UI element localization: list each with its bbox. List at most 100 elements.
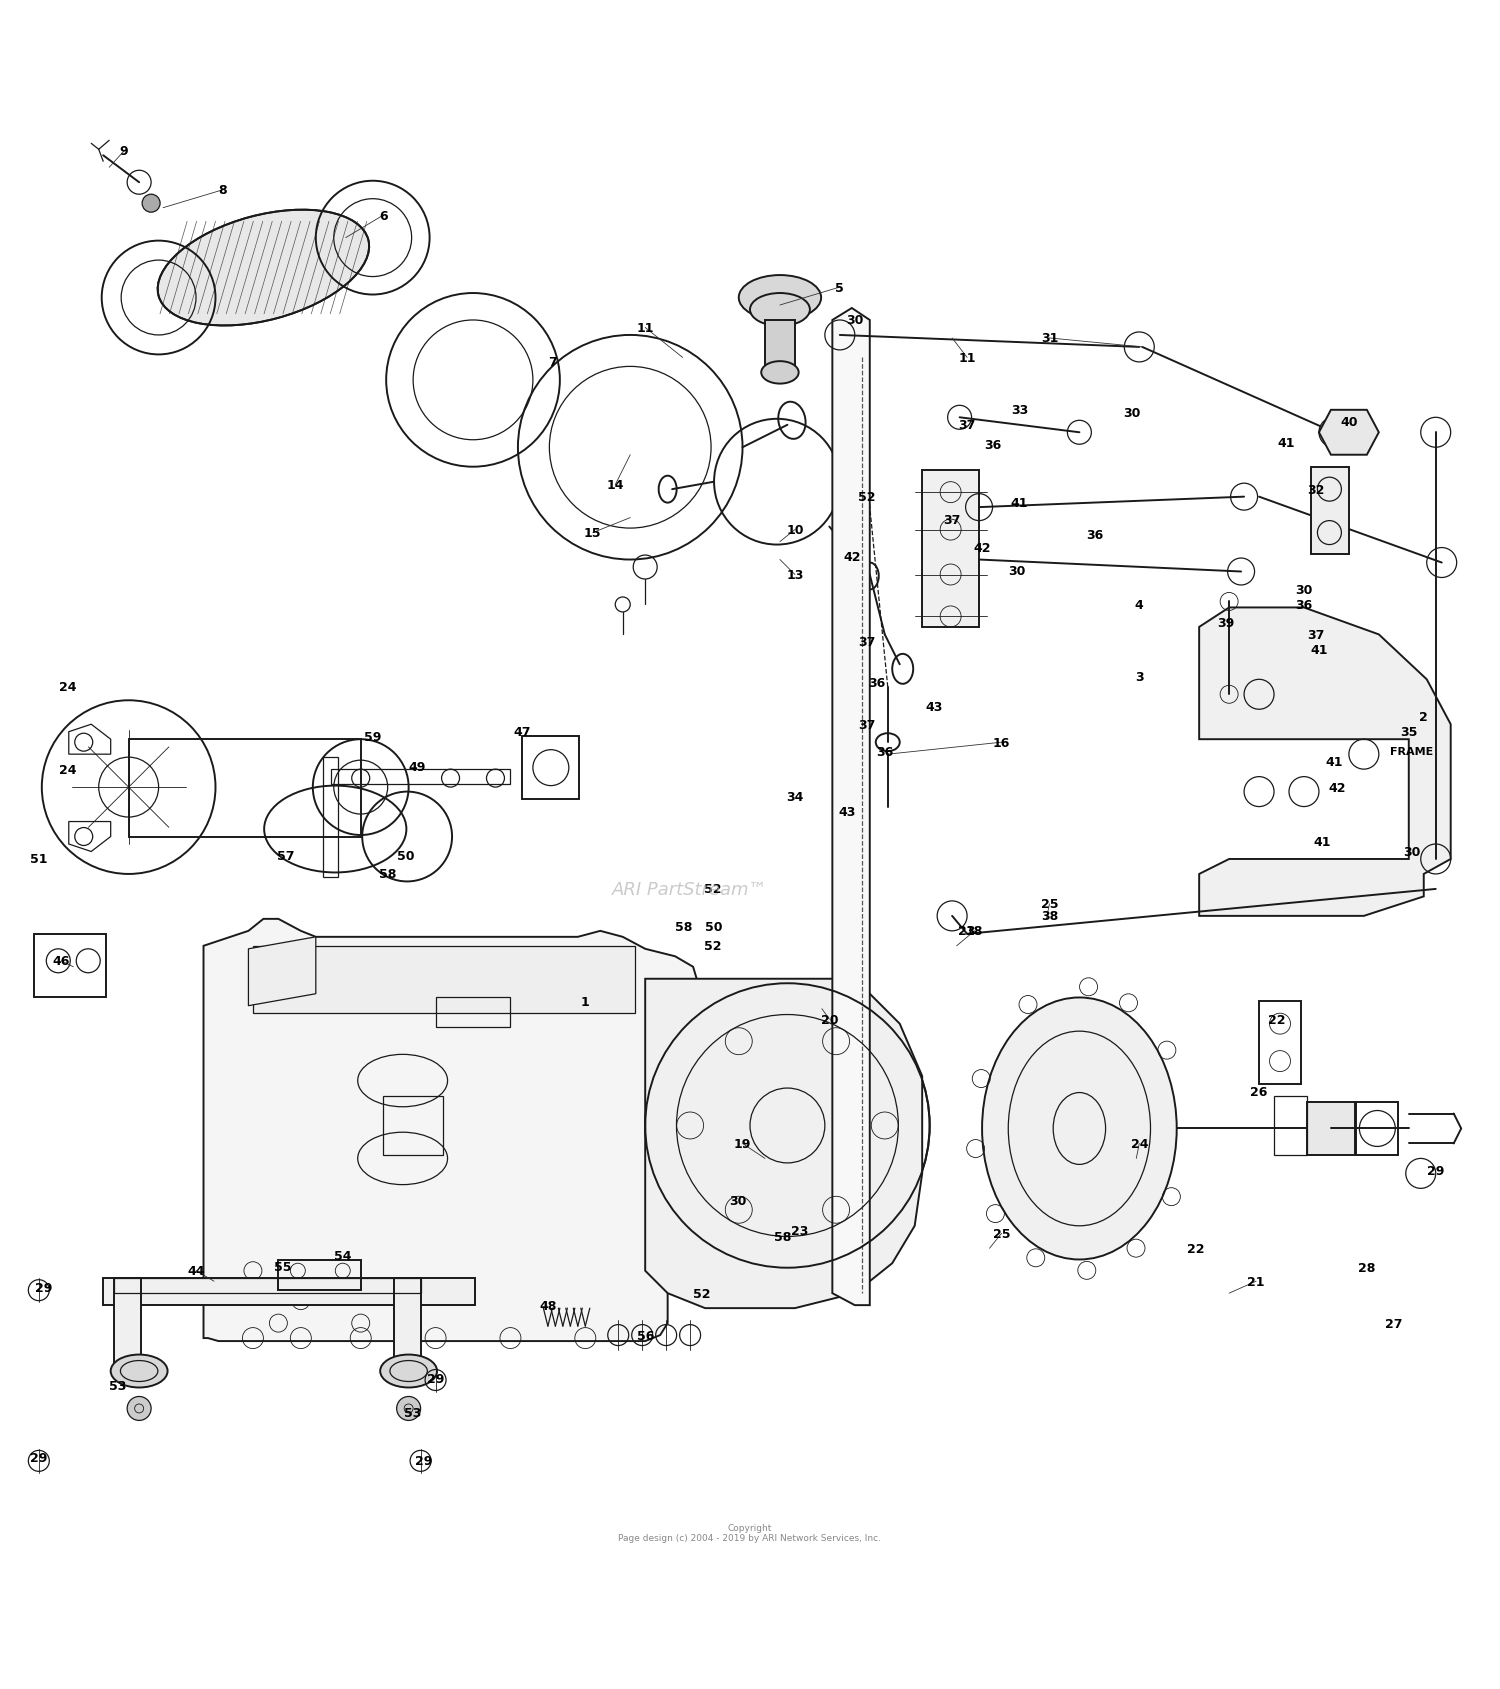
Text: 53: 53 xyxy=(110,1380,128,1393)
Text: 18: 18 xyxy=(966,926,984,937)
Text: 42: 42 xyxy=(974,542,992,554)
Bar xyxy=(104,1279,474,1306)
Bar xyxy=(332,770,510,785)
Bar xyxy=(1274,1096,1306,1155)
Text: 41: 41 xyxy=(1324,755,1342,768)
Circle shape xyxy=(128,1397,152,1420)
Text: 28: 28 xyxy=(1358,1262,1376,1275)
Text: 59: 59 xyxy=(364,730,381,743)
Ellipse shape xyxy=(982,998,1176,1260)
Text: 35: 35 xyxy=(1400,726,1417,738)
Polygon shape xyxy=(249,937,316,1007)
Text: 24: 24 xyxy=(1131,1137,1148,1150)
Text: 30: 30 xyxy=(729,1194,747,1208)
Text: ARI PartStream™: ARI PartStream™ xyxy=(612,880,768,899)
Text: 48: 48 xyxy=(538,1299,556,1312)
Text: 39: 39 xyxy=(1218,616,1234,630)
Polygon shape xyxy=(1318,410,1378,456)
Text: 42: 42 xyxy=(1328,780,1346,794)
Text: 30: 30 xyxy=(1008,564,1025,578)
Bar xyxy=(382,1096,442,1155)
Text: 25: 25 xyxy=(993,1226,1011,1240)
Text: 37: 37 xyxy=(858,637,876,649)
Text: 2: 2 xyxy=(1419,711,1428,725)
Text: 27: 27 xyxy=(1384,1317,1402,1329)
Bar xyxy=(435,997,510,1027)
Text: 29: 29 xyxy=(1426,1164,1444,1177)
Text: FRAME: FRAME xyxy=(1390,747,1434,757)
Text: 14: 14 xyxy=(606,480,624,491)
Text: 53: 53 xyxy=(405,1407,422,1419)
Bar xyxy=(393,1279,420,1368)
Polygon shape xyxy=(645,980,922,1309)
Bar xyxy=(34,934,106,997)
Bar xyxy=(129,740,360,838)
Bar xyxy=(922,471,980,628)
Text: 41: 41 xyxy=(1011,497,1029,510)
Polygon shape xyxy=(204,919,698,1341)
Bar xyxy=(114,1279,141,1368)
Text: 6: 6 xyxy=(380,209,387,223)
Ellipse shape xyxy=(740,275,821,321)
Text: 34: 34 xyxy=(786,790,804,802)
Text: 43: 43 xyxy=(839,806,856,817)
Text: 25: 25 xyxy=(1041,899,1058,910)
Text: 23: 23 xyxy=(958,926,976,937)
Text: 58: 58 xyxy=(380,868,396,882)
Text: 8: 8 xyxy=(219,184,228,198)
Text: 4: 4 xyxy=(1136,598,1143,611)
Text: 52: 52 xyxy=(693,1287,711,1301)
Polygon shape xyxy=(1198,608,1450,917)
Text: 57: 57 xyxy=(278,850,294,863)
Text: 37: 37 xyxy=(958,419,976,432)
Text: 31: 31 xyxy=(1041,333,1058,345)
Ellipse shape xyxy=(750,294,810,326)
Text: 29: 29 xyxy=(34,1280,53,1294)
Text: 58: 58 xyxy=(774,1230,792,1243)
Bar xyxy=(1311,468,1348,554)
Text: 19: 19 xyxy=(734,1137,752,1150)
Text: 29: 29 xyxy=(427,1371,444,1385)
Text: 9: 9 xyxy=(120,145,129,159)
Text: 49: 49 xyxy=(410,760,426,774)
Text: 26: 26 xyxy=(1251,1084,1268,1098)
Text: 54: 54 xyxy=(334,1250,351,1262)
Bar xyxy=(522,736,579,799)
Text: 56: 56 xyxy=(636,1329,654,1341)
Text: 46: 46 xyxy=(53,954,70,968)
Text: 41: 41 xyxy=(1312,834,1330,848)
Text: 37: 37 xyxy=(944,513,962,527)
Bar xyxy=(1258,1002,1300,1084)
Text: Copyright
Page design (c) 2004 - 2019 by ARI Network Services, Inc.: Copyright Page design (c) 2004 - 2019 by… xyxy=(618,1523,882,1542)
Bar xyxy=(324,758,339,877)
Text: 23: 23 xyxy=(790,1225,808,1236)
Text: 30: 30 xyxy=(1124,407,1140,421)
Text: 52: 52 xyxy=(858,491,876,503)
Text: 40: 40 xyxy=(1340,415,1358,429)
Text: 41: 41 xyxy=(1310,644,1328,657)
Bar xyxy=(254,946,634,1013)
Polygon shape xyxy=(833,309,870,1306)
Ellipse shape xyxy=(158,211,369,326)
Text: 11: 11 xyxy=(958,351,976,365)
Ellipse shape xyxy=(111,1355,168,1388)
Text: 7: 7 xyxy=(548,356,556,370)
Text: 52: 52 xyxy=(704,883,722,895)
Text: 11: 11 xyxy=(636,323,654,334)
Circle shape xyxy=(396,1397,420,1420)
Bar xyxy=(114,1279,420,1294)
Text: 43: 43 xyxy=(926,701,944,713)
Text: 36: 36 xyxy=(984,439,1000,451)
Text: 20: 20 xyxy=(821,1013,839,1025)
Text: 51: 51 xyxy=(30,853,48,866)
Text: 15: 15 xyxy=(584,527,602,540)
Text: 55: 55 xyxy=(274,1260,291,1274)
Bar xyxy=(1356,1101,1398,1155)
Bar xyxy=(1306,1101,1354,1155)
Ellipse shape xyxy=(380,1355,436,1388)
Text: 3: 3 xyxy=(1136,671,1143,684)
Text: 37: 37 xyxy=(858,718,876,731)
Text: 44: 44 xyxy=(188,1265,206,1277)
Bar xyxy=(279,1260,360,1290)
Text: 30: 30 xyxy=(846,314,864,328)
